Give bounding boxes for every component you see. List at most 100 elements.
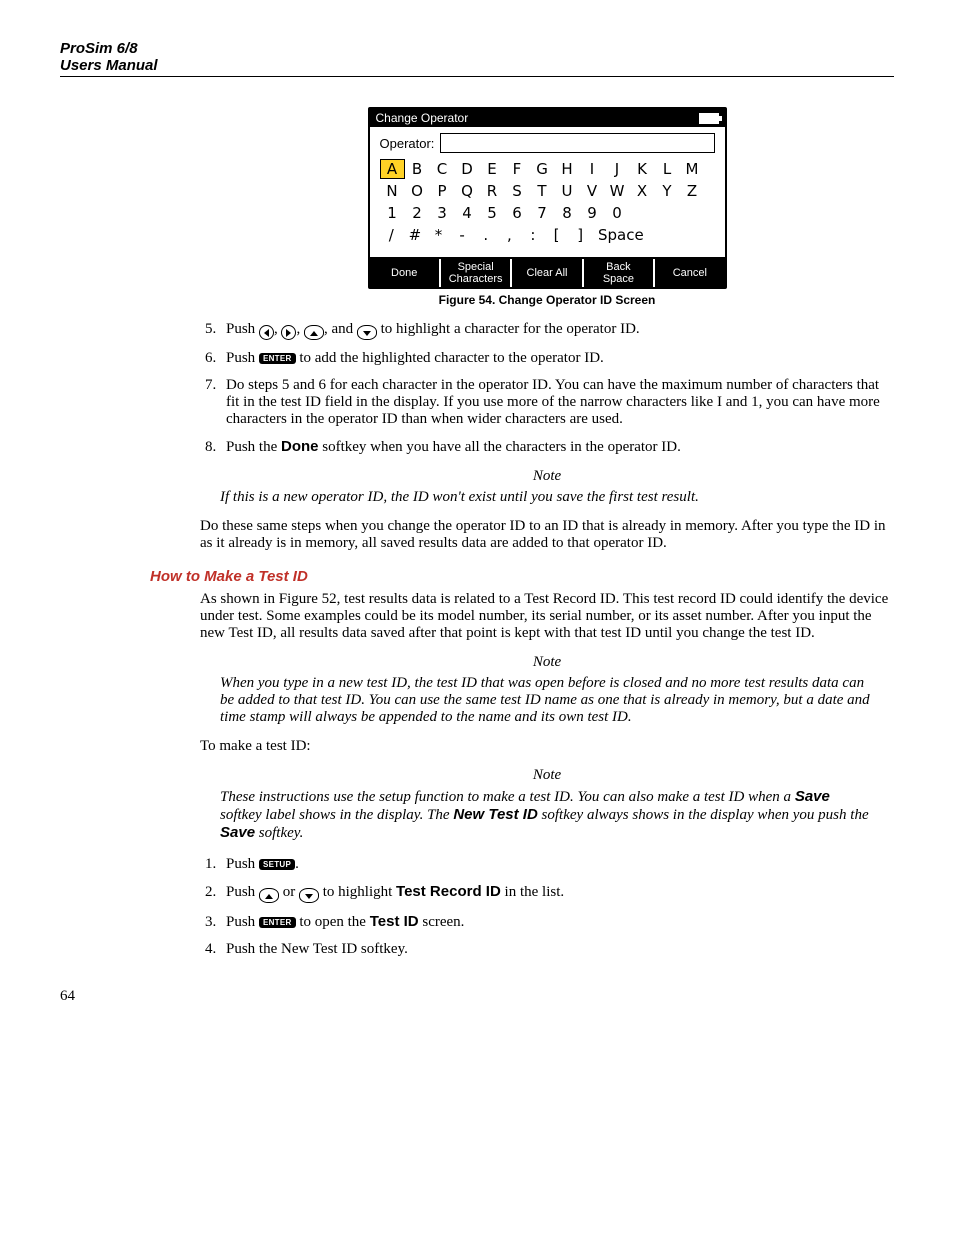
main-content: glh037.bmp Change Operator Operator: ABC… bbox=[200, 107, 894, 958]
char-Space[interactable]: Space bbox=[592, 225, 644, 245]
page-header: ProSim 6/8 Users Manual bbox=[60, 40, 894, 77]
char-O[interactable]: O bbox=[405, 181, 430, 201]
left-arrow-key bbox=[259, 325, 274, 340]
char-9[interactable]: 9 bbox=[580, 203, 605, 223]
test-record-id-ref: Test Record ID bbox=[396, 883, 501, 900]
note-heading-1: Note bbox=[200, 468, 894, 485]
char-K[interactable]: K bbox=[630, 159, 655, 179]
screen-titlebar: Change Operator bbox=[370, 109, 725, 127]
char-empty bbox=[667, 225, 691, 245]
softkey-special-characters[interactable]: SpecialCharacters bbox=[441, 259, 512, 287]
save-softkey-ref: Save bbox=[795, 788, 830, 805]
note-3: These instructions use the setup functio… bbox=[220, 788, 874, 842]
page-number: 64 bbox=[60, 988, 894, 1005]
char-*[interactable]: * bbox=[427, 225, 451, 245]
char-F[interactable]: F bbox=[505, 159, 530, 179]
softkey-back-space[interactable]: BackSpace bbox=[584, 259, 655, 287]
note-heading-3: Note bbox=[200, 767, 894, 784]
char-#[interactable]: # bbox=[403, 225, 427, 245]
step2-3: Push ENTER to open the Test ID screen. bbox=[220, 913, 894, 931]
char-.[interactable]: . bbox=[474, 225, 498, 245]
enter-key: ENTER bbox=[259, 917, 296, 928]
char-S[interactable]: S bbox=[505, 181, 530, 201]
operator-label: Operator: bbox=[380, 136, 435, 151]
step-8: Push the Done softkey when you have all … bbox=[220, 438, 894, 456]
header-line1: ProSim 6/8 bbox=[60, 40, 894, 57]
char-:[interactable]: : bbox=[521, 225, 545, 245]
note-heading-2: Note bbox=[200, 654, 894, 671]
char-0[interactable]: 0 bbox=[605, 203, 630, 223]
done-softkey-ref: Done bbox=[281, 438, 319, 455]
char-empty bbox=[691, 225, 715, 245]
char-G[interactable]: G bbox=[530, 159, 555, 179]
step-7: Do steps 5 and 6 for each character in t… bbox=[220, 377, 894, 428]
char-7[interactable]: 7 bbox=[530, 203, 555, 223]
header-line2: Users Manual bbox=[60, 57, 894, 74]
char-2[interactable]: 2 bbox=[405, 203, 430, 223]
new-test-id-softkey-ref: New Test ID bbox=[453, 806, 537, 823]
char-B[interactable]: B bbox=[405, 159, 430, 179]
note-1: If this is a new operator ID, the ID won… bbox=[220, 489, 874, 506]
char-Q[interactable]: Q bbox=[455, 181, 480, 201]
step-6: Push ENTER to add the highlighted charac… bbox=[220, 350, 894, 367]
char-,[interactable]: , bbox=[498, 225, 522, 245]
paragraph-memory: Do these same steps when you change the … bbox=[200, 518, 894, 552]
section2-intro: As shown in Figure 52, test results data… bbox=[200, 591, 894, 642]
char-J[interactable]: J bbox=[605, 159, 630, 179]
step2-2: Push or to highlight Test Record ID in t… bbox=[220, 883, 894, 903]
char-[[interactable]: [ bbox=[545, 225, 569, 245]
char-E[interactable]: E bbox=[480, 159, 505, 179]
char-W[interactable]: W bbox=[605, 181, 630, 201]
char-empty bbox=[655, 203, 680, 223]
char-C[interactable]: C bbox=[430, 159, 455, 179]
char--[interactable]: - bbox=[450, 225, 474, 245]
char-/[interactable]: / bbox=[380, 225, 404, 245]
char-M[interactable]: M bbox=[680, 159, 705, 179]
char-U[interactable]: U bbox=[555, 181, 580, 201]
char-][interactable]: ] bbox=[568, 225, 592, 245]
procedure-steps-2: Push SETUP. Push or to highlight Test Re… bbox=[200, 856, 894, 958]
char-Z[interactable]: Z bbox=[680, 181, 705, 201]
char-D[interactable]: D bbox=[455, 159, 480, 179]
char-N[interactable]: N bbox=[380, 181, 405, 201]
screen-title: Change Operator bbox=[376, 111, 469, 125]
char-1[interactable]: 1 bbox=[380, 203, 405, 223]
char-6[interactable]: 6 bbox=[505, 203, 530, 223]
char-row: 1234567890 bbox=[380, 203, 715, 223]
figure-54: glh037.bmp Change Operator Operator: ABC… bbox=[200, 107, 894, 307]
char-I[interactable]: I bbox=[580, 159, 605, 179]
battery-icon bbox=[699, 113, 719, 124]
char-A[interactable]: A bbox=[380, 159, 405, 179]
enter-key: ENTER bbox=[259, 353, 296, 364]
device-screenshot: Change Operator Operator: ABCDEFGHIJKLMN… bbox=[368, 107, 727, 289]
char-5[interactable]: 5 bbox=[480, 203, 505, 223]
down-arrow-key bbox=[357, 325, 377, 340]
char-row: NOPQRSTUVWXYZ bbox=[380, 181, 715, 201]
char-3[interactable]: 3 bbox=[430, 203, 455, 223]
char-empty bbox=[630, 203, 655, 223]
softkey-clear-all[interactable]: Clear All bbox=[512, 259, 583, 287]
down-arrow-key bbox=[299, 888, 319, 903]
char-T[interactable]: T bbox=[530, 181, 555, 201]
char-V[interactable]: V bbox=[580, 181, 605, 201]
setup-key: SETUP bbox=[259, 859, 295, 870]
char-row: /#*-.,:[]Space bbox=[380, 225, 715, 245]
char-4[interactable]: 4 bbox=[455, 203, 480, 223]
section-heading-test-id: How to Make a Test ID bbox=[150, 568, 894, 585]
char-L[interactable]: L bbox=[655, 159, 680, 179]
char-H[interactable]: H bbox=[555, 159, 580, 179]
step2-4: Push the New Test ID softkey. bbox=[220, 941, 894, 958]
softkey-done[interactable]: Done bbox=[370, 259, 441, 287]
char-empty bbox=[680, 203, 705, 223]
char-X[interactable]: X bbox=[630, 181, 655, 201]
char-8[interactable]: 8 bbox=[555, 203, 580, 223]
softkey-cancel[interactable]: Cancel bbox=[655, 259, 724, 287]
up-arrow-key bbox=[304, 325, 324, 340]
char-Y[interactable]: Y bbox=[655, 181, 680, 201]
char-P[interactable]: P bbox=[430, 181, 455, 201]
save-softkey-ref-2: Save bbox=[220, 824, 255, 841]
character-grid[interactable]: ABCDEFGHIJKLMNOPQRSTUVWXYZ1234567890/#*-… bbox=[380, 159, 715, 245]
char-R[interactable]: R bbox=[480, 181, 505, 201]
char-empty bbox=[644, 225, 668, 245]
operator-input[interactable] bbox=[440, 133, 714, 153]
